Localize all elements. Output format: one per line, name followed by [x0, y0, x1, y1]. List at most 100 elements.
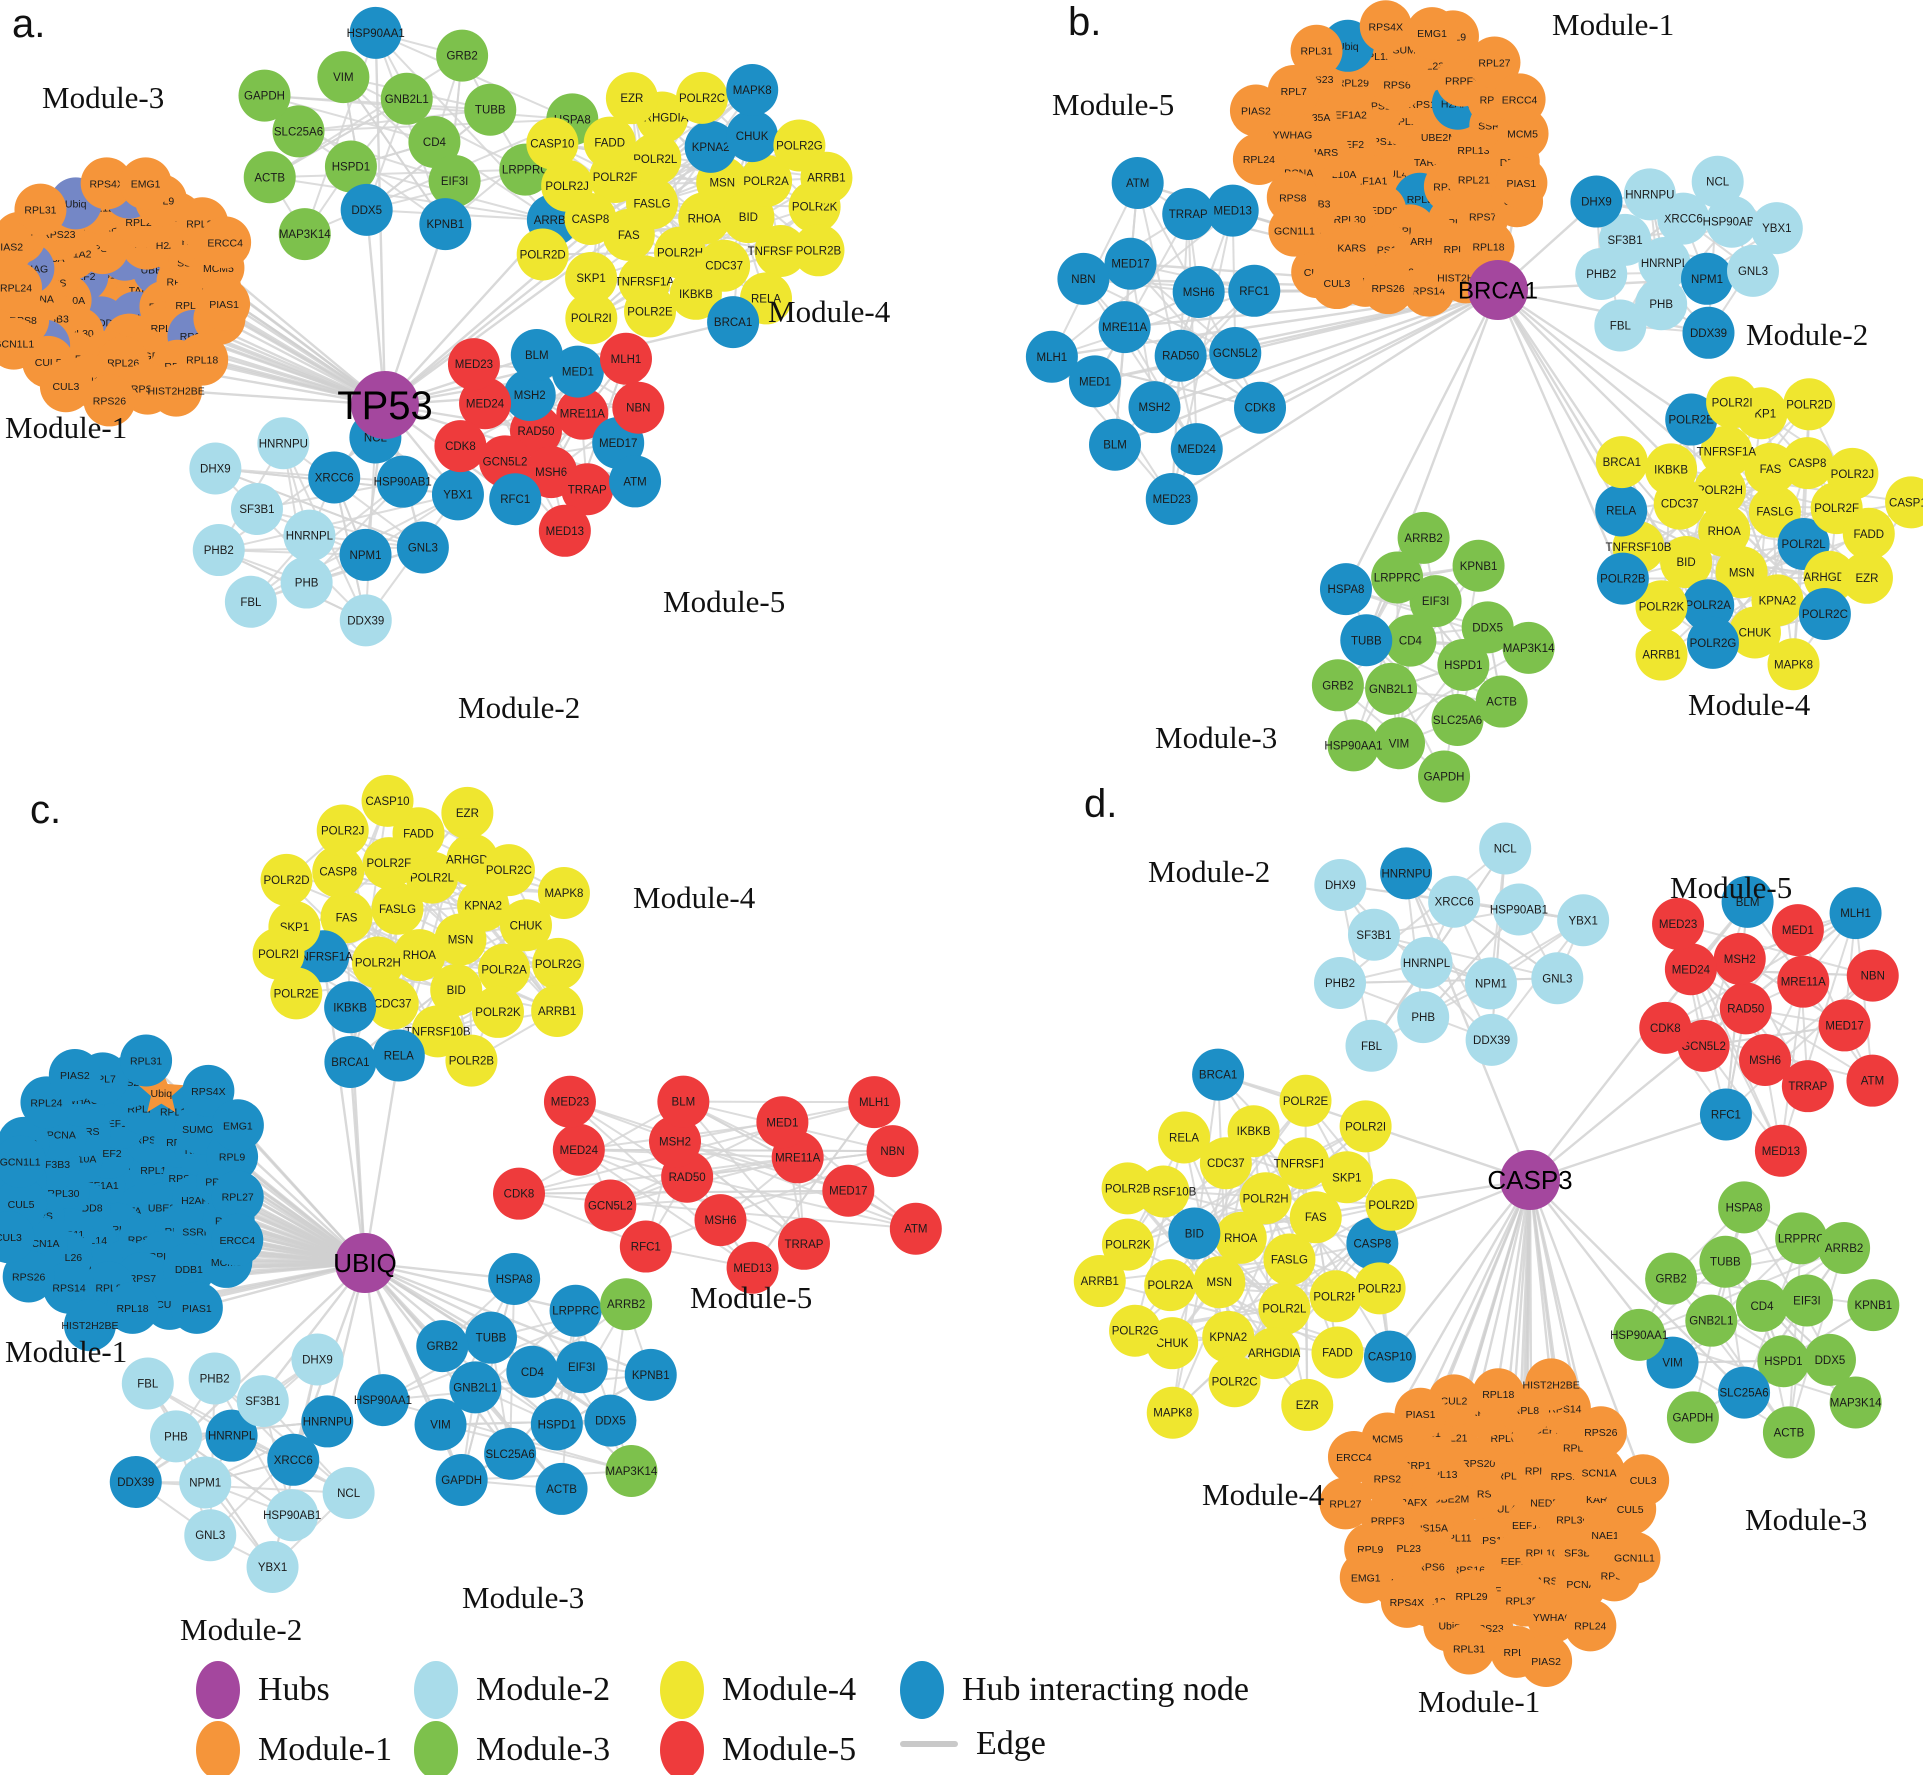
node-label: MSH2: [1139, 402, 1171, 414]
node-SF3B1: [1348, 908, 1401, 961]
node-label: CUL3: [52, 381, 79, 393]
node-label: MSN: [1207, 1277, 1233, 1289]
node-TNFRSF10B: [754, 224, 807, 277]
node-label: MED13: [1762, 1146, 1800, 1158]
node-FADD: [583, 116, 636, 169]
node-label: POLR2I: [571, 313, 612, 325]
node-label: POLR2G: [1690, 638, 1737, 650]
node-label: BID: [1677, 557, 1696, 569]
node-label: KPNB1: [1460, 561, 1498, 573]
node-label: HIST2H2BE: [1523, 1379, 1580, 1391]
node-POLR2D: [516, 228, 569, 281]
node-DHX9: [1570, 175, 1623, 228]
node-SCN1A: [1573, 1446, 1626, 1499]
node-label: DHX9: [1325, 880, 1356, 892]
node-YBX1: [431, 468, 484, 521]
node-PHB: [1397, 991, 1450, 1044]
node-label: GNB2L1: [1689, 1316, 1733, 1328]
node-POLR2H: [1239, 1172, 1292, 1225]
node-MAPK8: [726, 63, 779, 116]
module-label: Module-1: [5, 410, 127, 445]
node-label: RAD50: [669, 1172, 706, 1184]
module-label: Module-2: [180, 1612, 302, 1647]
node-POLR2E: [1279, 1074, 1332, 1127]
node-CASP10: [361, 774, 414, 827]
node-label: BLM: [525, 350, 549, 362]
node-MLH1: [1025, 330, 1078, 383]
panel-letter-d: d.: [1084, 782, 1118, 826]
node-label: DDB1: [175, 1264, 203, 1276]
node-label: MED24: [1178, 444, 1217, 456]
node-HSP90AB1: [1492, 883, 1545, 936]
hub-node-UBIQ: [335, 1233, 395, 1293]
node-label: CASP10: [365, 796, 409, 808]
node-label: HSPD1: [1444, 660, 1482, 672]
module-label: Module-5: [690, 1280, 812, 1315]
node-label: LRPPRC: [1778, 1233, 1825, 1245]
node-label: BLM: [672, 1097, 696, 1109]
node-CUL3: [1310, 257, 1363, 310]
nodes: CD4 HSPD1 GNB2L1 EIF3I SLC25A6 TUBB DDX5 VIM LRP…: [0, 0, 1923, 1687]
node-label: MSH6: [1183, 287, 1215, 299]
node-ATM: [1846, 1054, 1899, 1107]
node-label: FBL: [1610, 321, 1632, 333]
module-label: Module-4: [633, 880, 756, 915]
node-MAP3K14: [1829, 1376, 1882, 1429]
node-GNL3: [1531, 952, 1584, 1005]
node-RPL31: [14, 183, 67, 236]
node-label: MSN: [1729, 567, 1755, 579]
node-label: CDK8: [504, 1189, 535, 1201]
node-HNRNPU: [257, 417, 310, 470]
node-label: MLH1: [1840, 908, 1871, 920]
node-label: GNL3: [1738, 266, 1768, 278]
node-label: SKP1: [576, 273, 605, 285]
node-YBX1: [246, 1540, 299, 1593]
node-BID: [1168, 1207, 1221, 1260]
node-label: FBL: [1361, 1041, 1383, 1053]
node-label: LRPPRC: [1374, 573, 1421, 585]
node-CHUK: [1728, 606, 1781, 659]
node-HSPD1: [530, 1398, 583, 1451]
node-RHOA: [1214, 1211, 1267, 1264]
node-label: MED23: [455, 359, 493, 371]
node-label: DDX5: [1815, 1355, 1846, 1367]
node-label: CASP8: [1789, 458, 1827, 470]
node-label: MSH6: [705, 1215, 737, 1227]
node-BRCA1: [707, 296, 760, 349]
node-label: MRE11A: [560, 409, 605, 421]
node-MLH1: [1829, 887, 1882, 940]
node-MED13: [1206, 184, 1259, 237]
node-label: GNL3: [195, 1530, 225, 1542]
node-label: CUL5: [8, 1199, 35, 1211]
node-HSPA8: [1718, 1181, 1771, 1234]
node-POLR2I: [565, 292, 618, 345]
node-label: NPM1: [350, 550, 382, 562]
node-EIF3I: [428, 155, 481, 208]
node-NBN: [1057, 252, 1110, 305]
node-label: MAP3K14: [279, 229, 331, 241]
node-label: EZR: [1296, 1400, 1319, 1412]
node-label: RPL21: [1458, 175, 1490, 187]
node-label: NAE1: [1591, 1530, 1619, 1542]
node-label: MAP3K14: [1503, 643, 1555, 655]
node-RPL27: [1468, 36, 1521, 89]
node-RPL18: [1472, 1368, 1525, 1421]
node-label: PIAS1: [209, 299, 239, 311]
node-label: HNRNPL: [208, 1431, 256, 1443]
node-label: RFC1: [631, 1242, 661, 1254]
node-CASP10: [1885, 476, 1923, 529]
node-label: SLC25A6: [485, 1449, 534, 1461]
node-NCL: [1479, 822, 1532, 875]
node-label: RFC1: [500, 494, 530, 506]
node-POLR2B: [1596, 552, 1649, 605]
node-ARHGDIA: [1248, 1327, 1301, 1380]
node-GCN5L2: [584, 1179, 637, 1232]
node-label: NCL: [1494, 843, 1518, 855]
node-label: POLR2H: [355, 958, 401, 970]
node-label: RPL31: [24, 205, 56, 217]
node-label: FADD: [1853, 529, 1884, 541]
node-RELA: [372, 1029, 425, 1082]
node-label: POLR2C: [679, 93, 725, 105]
node-ERCC4: [199, 216, 252, 269]
node-MAP3K14: [1502, 621, 1555, 674]
